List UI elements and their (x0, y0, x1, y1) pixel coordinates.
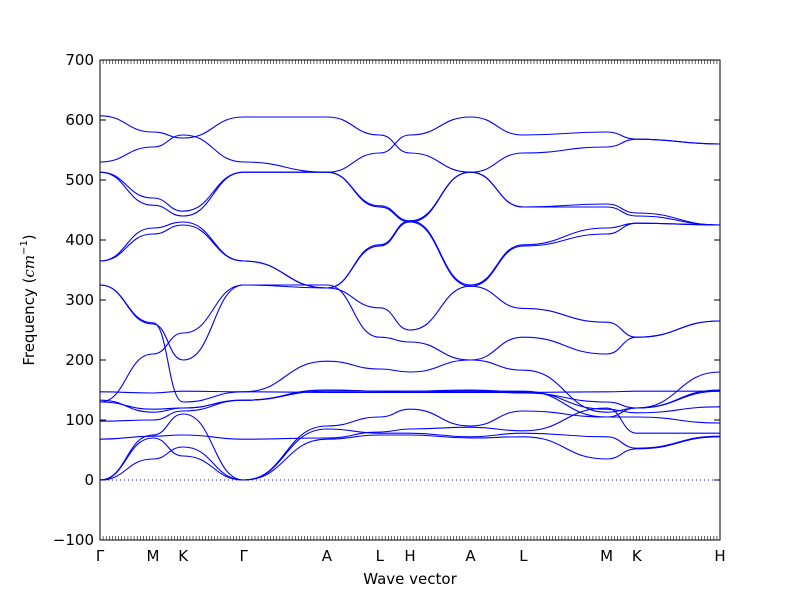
x-tick-label: H (714, 547, 725, 565)
x-tick-label: K (178, 547, 189, 565)
x-tick-label: H (404, 547, 415, 565)
phonon-band-3 (99, 408, 721, 481)
y-axis-title-unit: cm (20, 255, 38, 278)
x-tick-label: K (632, 547, 643, 565)
phonon-band-8 (99, 390, 720, 394)
y-tick-label: 600 (65, 111, 94, 129)
phonon-band-17 (99, 115, 721, 173)
y-tick-label: 200 (65, 351, 94, 369)
phonon-band-11 (99, 284, 721, 361)
y-tick-label: 300 (65, 291, 94, 309)
y-tick-labels: −100 0 100 200 300 400 500 600 700 (53, 51, 94, 549)
y-tick-label: 700 (65, 51, 94, 69)
x-tick-label: A (322, 547, 333, 565)
x-tick-label: A (465, 547, 476, 565)
y-axis-title-exponent: −1 (19, 240, 30, 255)
y-tick-label: 0 (84, 471, 94, 489)
series-layer (99, 115, 721, 481)
tick-marks (99, 59, 721, 541)
y-axis-title-prefix: Frequency ( (20, 278, 38, 366)
y-tick-label: 500 (65, 171, 94, 189)
y-axis-title: Frequency (cm−1) (19, 234, 38, 365)
x-tick-label: Γ (239, 547, 248, 565)
phonon-band-9 (99, 284, 721, 413)
x-tick-label: L (519, 547, 528, 565)
x-tick-label: L (376, 547, 385, 565)
y-axis-title-suffix: ) (20, 234, 38, 240)
phonon-band-14 (99, 171, 721, 287)
x-axis-title: Wave vector (363, 570, 457, 588)
x-tick-label: Γ (96, 547, 105, 565)
phonon-band-6 (99, 390, 721, 418)
y-tick-label: 100 (65, 411, 94, 429)
y-tick-label: 400 (65, 231, 94, 249)
y-tick-label: −100 (53, 531, 94, 549)
phonon-band-2 (99, 428, 721, 481)
plot-frame (99, 59, 721, 541)
phonon-band-16 (99, 116, 721, 173)
x-tick-label: M (146, 547, 159, 565)
phonon-band-15 (99, 171, 721, 286)
x-tick-label: M (600, 547, 613, 565)
phonon-band-13 (99, 171, 721, 289)
phonon-band-1 (99, 434, 721, 481)
phonon-band-12 (99, 171, 721, 289)
phonon-band-10 (99, 284, 721, 403)
